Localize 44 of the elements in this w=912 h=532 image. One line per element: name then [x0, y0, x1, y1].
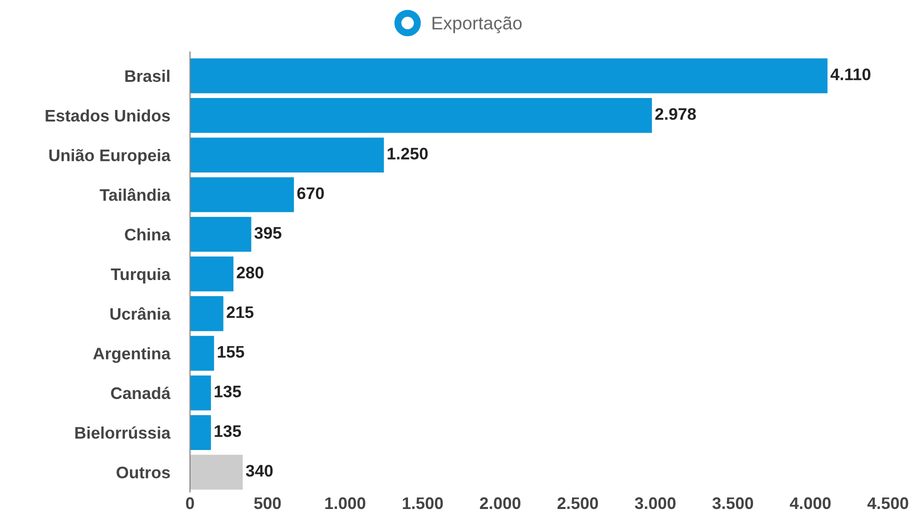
bar	[190, 296, 224, 332]
y-tick-label: União Europeia	[49, 149, 171, 165]
y-tick-label: Canadá	[111, 386, 171, 400]
bar	[190, 454, 243, 490]
x-tick-label: 3.000	[634, 497, 676, 510]
data-label: 1.250	[388, 148, 428, 160]
bar	[190, 375, 211, 410]
y-tick-label: Bielorrússia	[75, 426, 171, 439]
bar	[190, 98, 652, 133]
bar	[190, 256, 234, 292]
x-tick-label: 2.000	[480, 497, 520, 510]
bar	[190, 177, 294, 212]
x-tick-label: 4.000	[790, 497, 831, 510]
x-tick-label: 2.500	[558, 497, 598, 510]
y-tick-label: Brasil	[125, 70, 170, 82]
x-tick-label: 4.500	[867, 497, 908, 510]
y-tick-label: Ucrânia	[110, 307, 171, 320]
data-label: 395	[254, 227, 282, 239]
x-tick-label: 500	[254, 497, 281, 510]
bar	[190, 415, 211, 450]
x-tick-label: 0	[186, 497, 194, 510]
y-tick-label: Argentina	[93, 347, 171, 363]
data-label: 670	[297, 187, 324, 200]
x-tick-label: 1.000	[325, 497, 366, 510]
legend-label: Exportação	[432, 16, 522, 34]
y-tick-label: Tailândia	[100, 188, 171, 201]
data-label: 340	[246, 464, 273, 477]
x-tick-label: 1.500	[402, 497, 443, 510]
bar	[190, 58, 828, 94]
data-label: 155	[218, 346, 244, 358]
bar	[190, 138, 384, 173]
bar	[190, 216, 252, 252]
data-label: 4.110	[830, 68, 870, 80]
data-label: 215	[226, 306, 254, 318]
data-label: 135	[214, 425, 242, 438]
y-tick-label: Outros	[116, 466, 170, 478]
y-tick-label: China	[124, 228, 171, 241]
y-tick-label: Turquia	[110, 268, 171, 284]
x-tick-label: 3.500	[712, 497, 754, 510]
data-label: 2.978	[655, 108, 696, 120]
bar	[190, 336, 214, 371]
data-label: 135	[214, 386, 242, 398]
data-label: 280	[236, 266, 264, 278]
y-tick-label: Estados Unidos	[46, 109, 170, 122]
